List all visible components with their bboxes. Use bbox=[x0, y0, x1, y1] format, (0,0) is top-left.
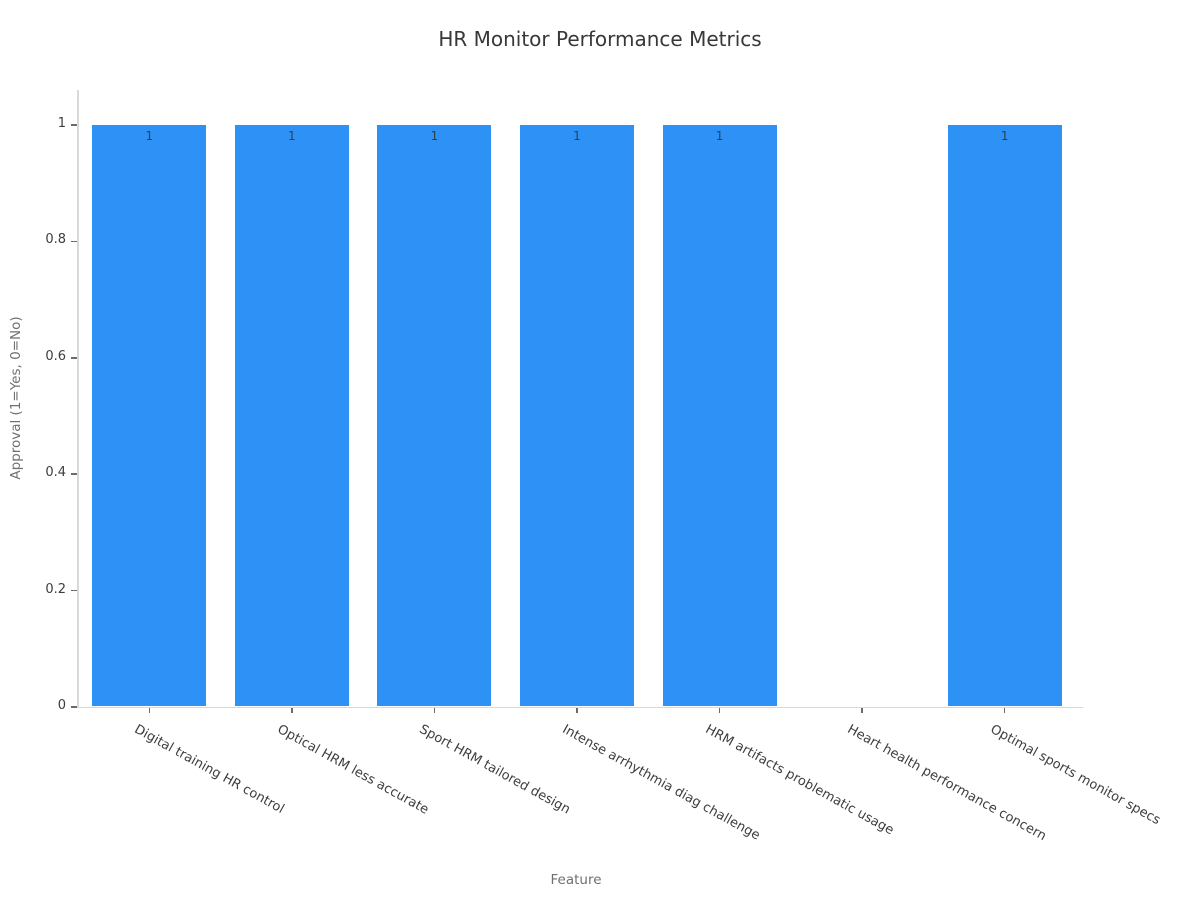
y-tick-label: 0.4 bbox=[45, 465, 66, 481]
x-tick-mark bbox=[576, 708, 578, 713]
x-axis-title: Feature bbox=[550, 872, 602, 888]
x-tick-label: Digital training HR control bbox=[132, 722, 287, 817]
y-tick-label: 1 bbox=[57, 115, 66, 131]
x-tick-mark bbox=[861, 708, 863, 713]
bar bbox=[92, 124, 207, 706]
y-tick-mark bbox=[71, 706, 77, 708]
bar bbox=[662, 124, 777, 706]
y-axis-spine bbox=[77, 90, 79, 708]
bar bbox=[234, 124, 349, 706]
bar bbox=[519, 124, 635, 706]
x-tick-label: Optical HRM less accurate bbox=[274, 722, 431, 818]
y-tick-label: 0.2 bbox=[45, 581, 66, 597]
y-tick-mark bbox=[71, 357, 77, 359]
x-tick-label: Sport HRM tailored design bbox=[417, 722, 574, 818]
bar-value-label: 1 bbox=[715, 128, 724, 143]
x-tick-mark bbox=[148, 708, 151, 713]
y-tick-mark bbox=[71, 240, 77, 243]
x-axis-spine bbox=[77, 706, 1083, 708]
y-tick-label: 0 bbox=[57, 698, 66, 713]
y-tick-label: 0.8 bbox=[45, 232, 66, 248]
bar-value-label: 1 bbox=[145, 128, 154, 143]
y-tick-label: 0.6 bbox=[45, 348, 66, 364]
y-axis-title: Approval (1=Yes, 0=No) bbox=[8, 316, 24, 480]
bar bbox=[377, 124, 492, 706]
bar-value-label: 1 bbox=[430, 128, 439, 143]
bar-value-label: 1 bbox=[288, 128, 296, 143]
x-tick-mark bbox=[718, 708, 721, 713]
x-tick-mark bbox=[433, 708, 436, 713]
y-tick-mark bbox=[71, 473, 77, 475]
y-tick-mark bbox=[71, 124, 77, 126]
bar-value-label: 1 bbox=[1000, 128, 1009, 143]
x-tick-mark bbox=[291, 708, 293, 713]
x-tick-mark bbox=[1003, 708, 1006, 713]
bar-value-label: 1 bbox=[573, 128, 581, 143]
plot-area: 0 0.2 0.4 0.6 0.8 1 1 Digital training HR contr… bbox=[45, 90, 1162, 844]
chart-title: HR Monitor Performance Metrics bbox=[438, 27, 762, 51]
bar bbox=[947, 124, 1062, 706]
y-tick-mark bbox=[71, 589, 77, 592]
